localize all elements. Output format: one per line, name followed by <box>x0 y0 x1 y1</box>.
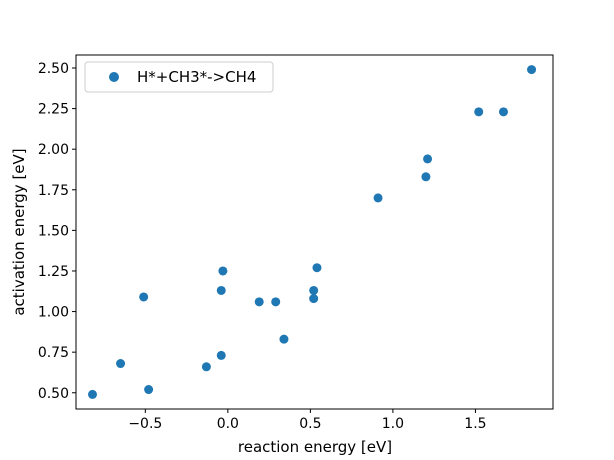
data-point <box>201 362 211 372</box>
y-tick-label: 0.50 <box>38 386 69 402</box>
y-tick-label: 1.00 <box>38 305 69 321</box>
data-point <box>373 193 383 203</box>
x-tick-label: 0.5 <box>299 416 321 432</box>
plot-frame <box>75 54 554 410</box>
y-tick-label: 1.50 <box>38 223 69 239</box>
x-tick-label: 1.5 <box>464 416 486 432</box>
data-point <box>116 359 126 369</box>
data-point <box>312 263 322 273</box>
data-point <box>218 266 228 276</box>
data-point <box>144 385 154 395</box>
y-axis-ticks: 0.50 0.75 1.00 1.25 1.50 1.75 2.00 2.25 2.50 <box>38 61 76 402</box>
x-axis-ticks: −0.5 0.0 0.5 1.0 1.5 <box>128 409 487 432</box>
data-point <box>421 172 431 182</box>
y-tick-label: 2.00 <box>38 142 69 158</box>
data-point <box>271 297 281 307</box>
data-point <box>216 350 226 360</box>
data-point <box>216 285 226 295</box>
data-point <box>309 294 319 304</box>
data-point <box>279 334 289 344</box>
data-point <box>474 107 484 117</box>
legend-box <box>84 61 274 93</box>
data-point <box>527 65 537 75</box>
y-tick-label: 1.75 <box>38 183 69 199</box>
x-axis-label: reaction energy [eV] <box>238 438 392 456</box>
x-tick-label: 1.0 <box>382 416 404 432</box>
data-point <box>309 285 319 295</box>
legend-label: H*+CH3*->CH4 <box>137 68 256 86</box>
y-tick-label: 2.50 <box>38 61 69 77</box>
y-axis-label: activation energy [eV] <box>10 148 28 315</box>
data-points <box>88 65 537 399</box>
data-point <box>88 389 98 399</box>
legend-marker-icon <box>109 72 119 82</box>
data-point <box>254 297 264 307</box>
x-tick-label: 0.0 <box>217 416 239 432</box>
y-tick-label: 1.25 <box>38 264 69 280</box>
data-point <box>423 154 433 164</box>
legend: H*+CH3*->CH4 <box>84 61 274 93</box>
data-point <box>139 292 149 302</box>
y-tick-label: 0.75 <box>38 345 69 361</box>
x-tick-label: −0.5 <box>128 416 162 432</box>
data-point <box>498 107 508 117</box>
y-tick-label: 2.25 <box>38 102 69 118</box>
